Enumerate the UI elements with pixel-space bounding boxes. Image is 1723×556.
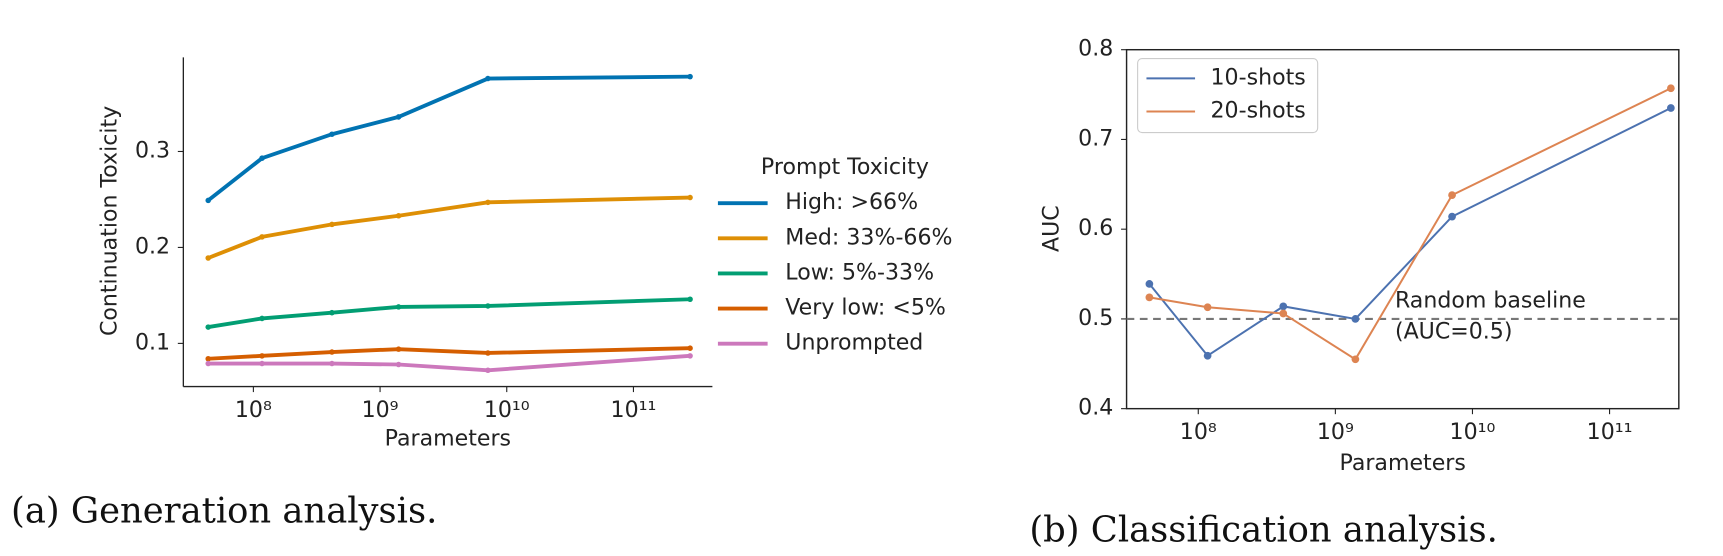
data-point bbox=[1448, 191, 1456, 199]
series-line bbox=[207, 297, 691, 329]
y-tick-label: 0.8 bbox=[1078, 37, 1113, 62]
legend-label: High: >66% bbox=[785, 190, 918, 215]
data-point bbox=[1667, 84, 1675, 93]
data-point bbox=[687, 296, 693, 303]
data-point bbox=[259, 360, 265, 367]
data-point bbox=[329, 309, 335, 316]
legend-label: 10-shots bbox=[1211, 65, 1306, 90]
data-point bbox=[205, 255, 211, 261]
data-point bbox=[259, 234, 265, 240]
legend-label: Unprompted bbox=[785, 331, 923, 356]
y-tick-label: 0.3 bbox=[135, 138, 170, 163]
data-point bbox=[1448, 212, 1456, 221]
legend-box bbox=[1137, 57, 1319, 134]
series-line bbox=[1148, 107, 1672, 358]
series-line bbox=[208, 353, 691, 373]
x-tick-label: 10¹¹ bbox=[1587, 420, 1633, 445]
data-point bbox=[1145, 280, 1154, 288]
x-axis-label: Parameters bbox=[1340, 451, 1466, 476]
data-point bbox=[485, 367, 491, 374]
annotation: (AUC=0.5) bbox=[1395, 319, 1513, 344]
x-tick-label: 10⁸ bbox=[235, 398, 272, 423]
y-tick-label: 0.5 bbox=[1078, 306, 1113, 331]
data-point bbox=[485, 199, 491, 206]
data-point bbox=[329, 131, 335, 137]
y-tick-label: 0.1 bbox=[135, 330, 170, 355]
caption: (a) Generation analysis. bbox=[11, 491, 437, 532]
y-tick-label: 0.7 bbox=[1078, 126, 1113, 151]
data-point bbox=[329, 349, 335, 355]
x-tick-label: 10⁸ bbox=[1180, 420, 1217, 445]
x-tick-label: 10⁹ bbox=[362, 398, 399, 423]
x-axis-label: Parameters bbox=[385, 427, 511, 452]
data-point bbox=[1351, 355, 1360, 364]
data-point bbox=[485, 303, 491, 309]
data-point bbox=[329, 360, 335, 367]
legend-label: Med: 33%-66% bbox=[785, 225, 952, 250]
data-point bbox=[395, 361, 402, 368]
x-tick-label: 10¹⁰ bbox=[1450, 420, 1496, 445]
data-point bbox=[329, 221, 335, 228]
data-point bbox=[395, 114, 402, 120]
x-tick-label: 10¹¹ bbox=[611, 398, 657, 423]
data-point bbox=[687, 194, 693, 201]
data-point bbox=[1145, 293, 1154, 302]
data-point bbox=[259, 155, 265, 161]
legend-label: Low: 5%-33% bbox=[785, 260, 934, 285]
y-tick-label: 0.6 bbox=[1078, 216, 1113, 241]
y-axis-label: Continuation Toxicity bbox=[97, 106, 122, 336]
data-point bbox=[1667, 104, 1675, 112]
annotation: Random baseline bbox=[1395, 289, 1586, 314]
data-point bbox=[205, 360, 211, 367]
data-point bbox=[687, 353, 693, 359]
data-point bbox=[205, 197, 211, 204]
legend-title: Prompt Toxicity bbox=[761, 155, 929, 180]
data-point bbox=[1203, 351, 1212, 360]
y-tick-label: 0.4 bbox=[1078, 396, 1113, 421]
data-point bbox=[687, 73, 693, 80]
y-axis-label: AUC bbox=[1040, 205, 1065, 252]
data-point bbox=[395, 213, 402, 219]
series-line bbox=[207, 74, 691, 202]
x-tick-label: 10¹⁰ bbox=[484, 398, 530, 423]
y-tick-label: 0.2 bbox=[135, 234, 170, 259]
data-point bbox=[205, 355, 211, 362]
x-tick-label: 10⁹ bbox=[1317, 420, 1354, 445]
series-line bbox=[208, 346, 691, 361]
legend-label: Very low: <5% bbox=[785, 296, 946, 321]
data-point bbox=[1203, 303, 1212, 312]
data-point bbox=[205, 324, 211, 330]
data-point bbox=[1279, 302, 1288, 311]
data-point bbox=[259, 353, 265, 359]
data-point bbox=[259, 315, 265, 322]
data-point bbox=[1351, 315, 1360, 323]
data-point bbox=[687, 345, 693, 351]
data-point bbox=[485, 75, 491, 82]
caption: (b) Classification analysis. bbox=[1029, 509, 1497, 550]
data-point bbox=[395, 304, 402, 310]
legend-label: 20-shots bbox=[1211, 99, 1306, 124]
data-point bbox=[1279, 309, 1288, 318]
series-line bbox=[1149, 87, 1672, 361]
data-point bbox=[485, 350, 491, 356]
data-point bbox=[395, 346, 402, 352]
series-line bbox=[207, 195, 691, 260]
